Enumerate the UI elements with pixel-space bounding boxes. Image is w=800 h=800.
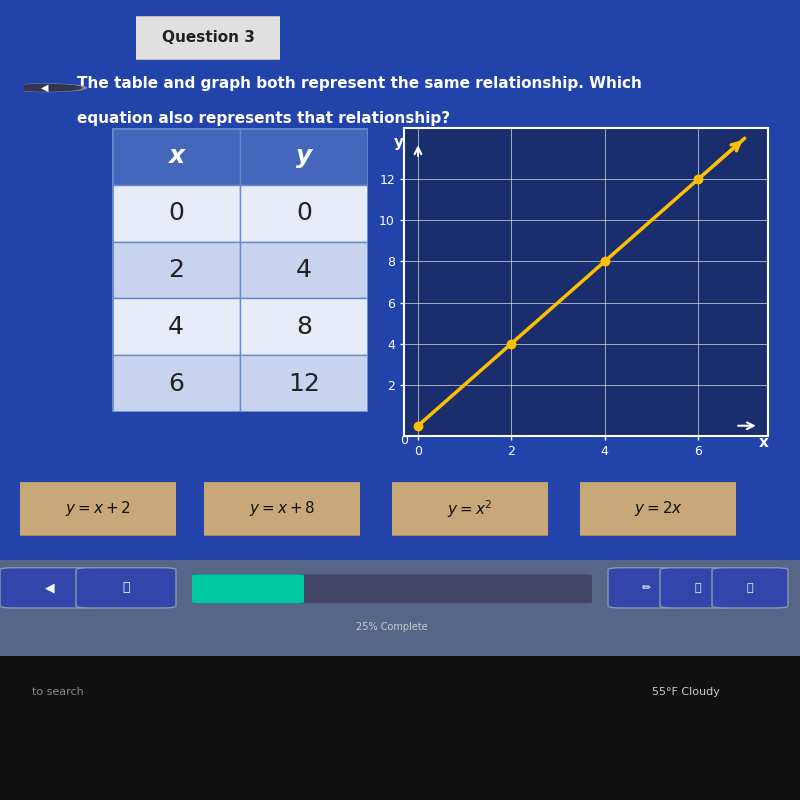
Text: ✏: ✏ — [642, 583, 650, 593]
FancyBboxPatch shape — [240, 128, 368, 185]
Text: 12: 12 — [288, 371, 320, 396]
FancyBboxPatch shape — [0, 656, 800, 800]
Text: y: y — [394, 135, 404, 150]
Text: 0: 0 — [400, 434, 408, 446]
FancyBboxPatch shape — [198, 482, 366, 536]
Text: 6: 6 — [168, 371, 184, 396]
Text: Question 3: Question 3 — [162, 30, 254, 45]
FancyBboxPatch shape — [0, 568, 100, 608]
Text: 4: 4 — [168, 314, 184, 339]
Text: ◀: ◀ — [45, 582, 54, 594]
FancyBboxPatch shape — [112, 242, 240, 298]
FancyBboxPatch shape — [112, 128, 240, 185]
FancyBboxPatch shape — [76, 568, 176, 608]
FancyBboxPatch shape — [240, 185, 368, 242]
FancyBboxPatch shape — [192, 574, 304, 603]
FancyBboxPatch shape — [132, 16, 284, 60]
Text: $y = 2x$: $y = 2x$ — [634, 499, 682, 518]
FancyBboxPatch shape — [0, 560, 800, 656]
Text: 8: 8 — [296, 314, 312, 339]
Text: The table and graph both represent the same relationship. Which: The table and graph both represent the s… — [77, 75, 642, 90]
FancyBboxPatch shape — [712, 568, 788, 608]
Text: y: y — [296, 144, 312, 168]
Point — [411, 419, 424, 432]
FancyBboxPatch shape — [240, 298, 368, 355]
FancyBboxPatch shape — [112, 355, 240, 412]
Text: 0: 0 — [296, 202, 312, 226]
FancyBboxPatch shape — [112, 298, 240, 355]
Text: 4: 4 — [296, 258, 312, 282]
Point — [691, 173, 705, 186]
Circle shape — [9, 85, 81, 91]
Text: 55°F Cloudy: 55°F Cloudy — [652, 687, 720, 697]
Text: to search: to search — [32, 687, 84, 697]
FancyBboxPatch shape — [240, 242, 368, 298]
Text: 🖩: 🖩 — [746, 583, 754, 593]
Text: 0: 0 — [168, 202, 184, 226]
Text: ⏸: ⏸ — [122, 582, 130, 594]
FancyBboxPatch shape — [660, 568, 736, 608]
FancyBboxPatch shape — [574, 482, 742, 536]
Text: 2: 2 — [168, 258, 184, 282]
Text: x: x — [758, 434, 768, 450]
Text: $y = x + 8$: $y = x + 8$ — [249, 499, 315, 518]
FancyBboxPatch shape — [386, 482, 554, 536]
Text: x: x — [168, 144, 184, 168]
Text: equation also represents that relationship?: equation also represents that relationsh… — [77, 111, 450, 126]
Point — [598, 255, 611, 268]
FancyBboxPatch shape — [608, 568, 684, 608]
FancyBboxPatch shape — [112, 185, 240, 242]
FancyBboxPatch shape — [240, 355, 368, 412]
Text: $y = x^2$: $y = x^2$ — [447, 498, 493, 520]
Point — [505, 338, 518, 350]
Text: 📋: 📋 — [694, 583, 702, 593]
Text: ◀: ◀ — [42, 82, 49, 93]
Text: 25% Complete: 25% Complete — [356, 622, 428, 632]
FancyBboxPatch shape — [14, 482, 182, 536]
Text: $y = x + 2$: $y = x + 2$ — [65, 499, 131, 518]
FancyBboxPatch shape — [192, 574, 592, 603]
Circle shape — [4, 84, 86, 91]
